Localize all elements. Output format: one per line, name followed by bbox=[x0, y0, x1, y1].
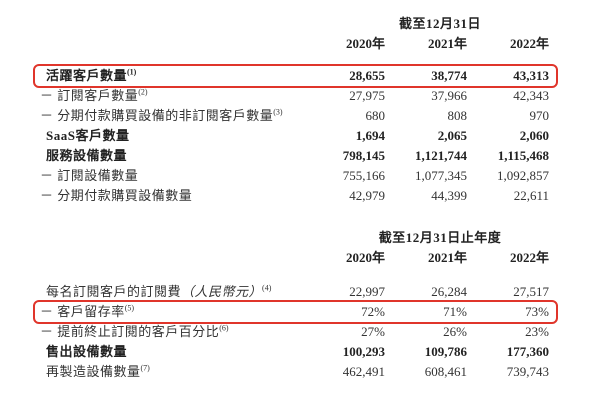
cell-value: 1,077,345 bbox=[415, 168, 467, 183]
cell-value: 798,145 bbox=[342, 148, 385, 163]
table-row-remanufactured-devices: 再製造設備數量(7) 462,491 608,461 739,743 bbox=[40, 362, 549, 382]
row-label: 售出設備數量 bbox=[46, 344, 128, 359]
cell-value: 177,360 bbox=[506, 344, 549, 359]
cell-value: 109,786 bbox=[424, 344, 467, 359]
year-col-2022: 2022年 bbox=[509, 250, 549, 265]
cell-value: 42,343 bbox=[513, 88, 549, 103]
table-row-subscription-customers: － 訂閱客戶數量(2) 27,975 37,966 42,343 bbox=[40, 86, 549, 106]
footnote-marker: (2) bbox=[138, 87, 148, 97]
row-label: － 訂閱設備數量 bbox=[40, 168, 139, 183]
cell-value: 26,284 bbox=[431, 284, 467, 299]
cell-value: 1,121,744 bbox=[415, 148, 467, 163]
cell-value: 27,517 bbox=[513, 284, 549, 299]
period-header-1: 截至12月31日 bbox=[398, 16, 481, 31]
cell-value: 808 bbox=[447, 108, 468, 123]
year-col-2020: 2020年 bbox=[345, 36, 385, 51]
row-label: SaaS客戶數量 bbox=[46, 128, 130, 143]
table-row-active-customers: 活躍客戶數量(1) 28,655 38,774 43,313 bbox=[33, 64, 558, 88]
footnote-marker: (6) bbox=[219, 323, 229, 333]
cell-value: 1,092,857 bbox=[497, 168, 549, 183]
cell-value: 100,293 bbox=[342, 344, 385, 359]
cell-value: 22,611 bbox=[513, 188, 549, 203]
year-col-2021: 2021年 bbox=[427, 36, 467, 51]
year-col-2021: 2021年 bbox=[427, 250, 467, 265]
year-header-row-2: 2020年 2021年 2022年 bbox=[40, 248, 549, 268]
table-row-saas-customers: SaaS客戶數量 1,694 2,065 2,060 bbox=[40, 126, 549, 146]
row-label: － 提前終止訂閱的客戶百分比(6) bbox=[40, 323, 229, 339]
cell-value: 739,743 bbox=[506, 364, 549, 379]
row-label: － 分期付款購買設備數量 bbox=[40, 188, 193, 203]
row-label: 每名訂閱客戶的訂閱費（人民幣元）(4) bbox=[46, 283, 272, 299]
row-label-italic: （人民幣元） bbox=[181, 284, 263, 299]
table-row-customer-retention-rate: － 客戶留存率(5) 72% 71% 73% bbox=[33, 300, 558, 324]
cell-value: 38,774 bbox=[431, 68, 467, 83]
cell-value: 44,399 bbox=[431, 188, 467, 203]
row-label: － 客戶留存率(5) bbox=[40, 303, 135, 319]
period-header-row-2: 截至12月31日止年度 bbox=[40, 228, 549, 248]
footnote-marker: (1) bbox=[127, 67, 137, 77]
cell-value: 37,966 bbox=[431, 88, 467, 103]
table-section-1: 截至12月31日 2020年 2021年 2022年 活躍客戶數量(1) 28,… bbox=[33, 14, 558, 206]
footnote-marker: (3) bbox=[273, 107, 283, 117]
cell-value: 462,491 bbox=[342, 364, 385, 379]
cell-value: 608,461 bbox=[424, 364, 467, 379]
cell-value: 73% bbox=[525, 304, 549, 319]
period-header-2: 截至12月31日止年度 bbox=[378, 230, 502, 245]
table-row-installment-devices: － 分期付款購買設備數量 42,979 44,399 22,611 bbox=[40, 186, 549, 206]
year-header-row-1: 2020年 2021年 2022年 bbox=[40, 34, 549, 54]
table-row-subscription-fee-per-customer: 每名訂閱客戶的訂閱費（人民幣元）(4) 22,997 26,284 27,517 bbox=[40, 282, 549, 302]
row-label: 再製造設備數量(7) bbox=[46, 363, 150, 379]
cell-value: 72% bbox=[361, 304, 385, 319]
cell-value: 27,975 bbox=[349, 88, 385, 103]
cell-value: 755,166 bbox=[342, 168, 385, 183]
row-label: － 分期付款購買設備的非訂閱客戶數量(3) bbox=[40, 107, 283, 123]
table-row-early-termination-percentage: － 提前終止訂閱的客戶百分比(6) 27% 26% 23% bbox=[40, 322, 549, 342]
cell-value: 2,065 bbox=[437, 128, 467, 143]
cell-value: 27% bbox=[361, 324, 385, 339]
table-section-2: 截至12月31日止年度 2020年 2021年 2022年 每名訂閱客戶的訂閱費… bbox=[33, 228, 558, 382]
table-row-installment-nonsub-customers: － 分期付款購買設備的非訂閱客戶數量(3) 680 808 970 bbox=[40, 106, 549, 126]
row-label: 服務設備數量 bbox=[46, 148, 128, 163]
cell-value: 26% bbox=[443, 324, 467, 339]
footnote-marker: (4) bbox=[262, 283, 272, 293]
cell-value: 2,060 bbox=[519, 128, 549, 143]
row-label: 活躍客戶數量(1) bbox=[46, 67, 137, 83]
cell-value: 43,313 bbox=[513, 68, 549, 83]
cell-value: 1,694 bbox=[355, 128, 385, 143]
year-col-2020: 2020年 bbox=[345, 250, 385, 265]
row-label: － 訂閱客戶數量(2) bbox=[40, 87, 148, 103]
cell-value: 28,655 bbox=[349, 68, 385, 83]
table-row-devices-in-service: 服務設備數量 798,145 1,121,744 1,115,468 bbox=[40, 146, 549, 166]
cell-value: 23% bbox=[525, 324, 549, 339]
cell-value: 680 bbox=[365, 108, 386, 123]
cell-value: 42,979 bbox=[349, 188, 385, 203]
cell-value: 22,997 bbox=[349, 284, 385, 299]
period-header-row-1: 截至12月31日 bbox=[40, 14, 549, 34]
year-col-2022: 2022年 bbox=[509, 36, 549, 51]
footnote-marker: (5) bbox=[124, 303, 135, 313]
cell-value: 970 bbox=[529, 108, 550, 123]
footnote-marker: (7) bbox=[140, 363, 150, 373]
table-row-devices-sold: 售出設備數量 100,293 109,786 177,360 bbox=[40, 342, 549, 362]
table-row-subscription-devices: － 訂閱設備數量 755,166 1,077,345 1,092,857 bbox=[40, 166, 549, 186]
cell-value: 1,115,468 bbox=[497, 148, 549, 163]
cell-value: 71% bbox=[443, 304, 467, 319]
